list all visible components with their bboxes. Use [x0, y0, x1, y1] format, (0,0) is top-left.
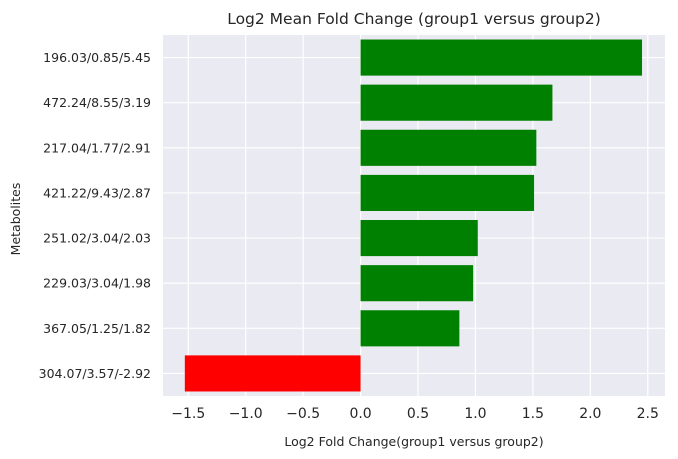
y-tick-label: 251.02/3.04/2.03 — [43, 231, 151, 246]
x-tick-label: 1.5 — [522, 406, 544, 422]
y-tick-label: 217.04/1.77/2.91 — [43, 140, 151, 155]
x-tick-label: 0.0 — [349, 406, 371, 422]
x-tick-label: −1.5 — [171, 406, 205, 422]
chart-title: Log2 Mean Fold Change (group1 versus gro… — [227, 10, 601, 28]
y-tick-label: 472.24/8.55/3.19 — [43, 95, 151, 110]
bar — [360, 220, 478, 257]
x-tick-label: 2.5 — [637, 406, 659, 422]
y-tick-label: 304.07/3.57/-2.92 — [39, 366, 151, 381]
x-tick-label: 0.5 — [407, 406, 429, 422]
y-tick-label: 421.22/9.43/2.87 — [43, 185, 151, 200]
y-tick-labels: 196.03/0.85/5.45 472.24/8.55/3.19 217.04/1… — [39, 50, 151, 381]
x-tick-label: 1.0 — [464, 406, 486, 422]
bar — [360, 310, 460, 347]
y-tick-label: 196.03/0.85/5.45 — [43, 50, 151, 65]
y-tick-label: 229.03/3.04/1.98 — [43, 276, 151, 291]
bar — [360, 129, 537, 166]
x-axis-label: Log2 Fold Change(group1 versus group2) — [284, 434, 543, 449]
x-tick-label: 2.0 — [579, 406, 601, 422]
y-axis-label: Metabolites — [8, 183, 23, 256]
x-tick-label: −0.5 — [286, 406, 320, 422]
x-tick-labels: −1.5 −1.0 −0.5 0.0 0.5 1.0 1.5 2.0 2.5 — [171, 406, 659, 422]
x-tick-label: −1.0 — [229, 406, 263, 422]
bar — [360, 174, 535, 211]
bar — [360, 39, 643, 76]
bar — [360, 84, 553, 121]
y-tick-label: 367.05/1.25/1.82 — [43, 321, 151, 336]
bars — [184, 39, 643, 392]
bar — [184, 355, 361, 392]
bar — [360, 265, 474, 302]
